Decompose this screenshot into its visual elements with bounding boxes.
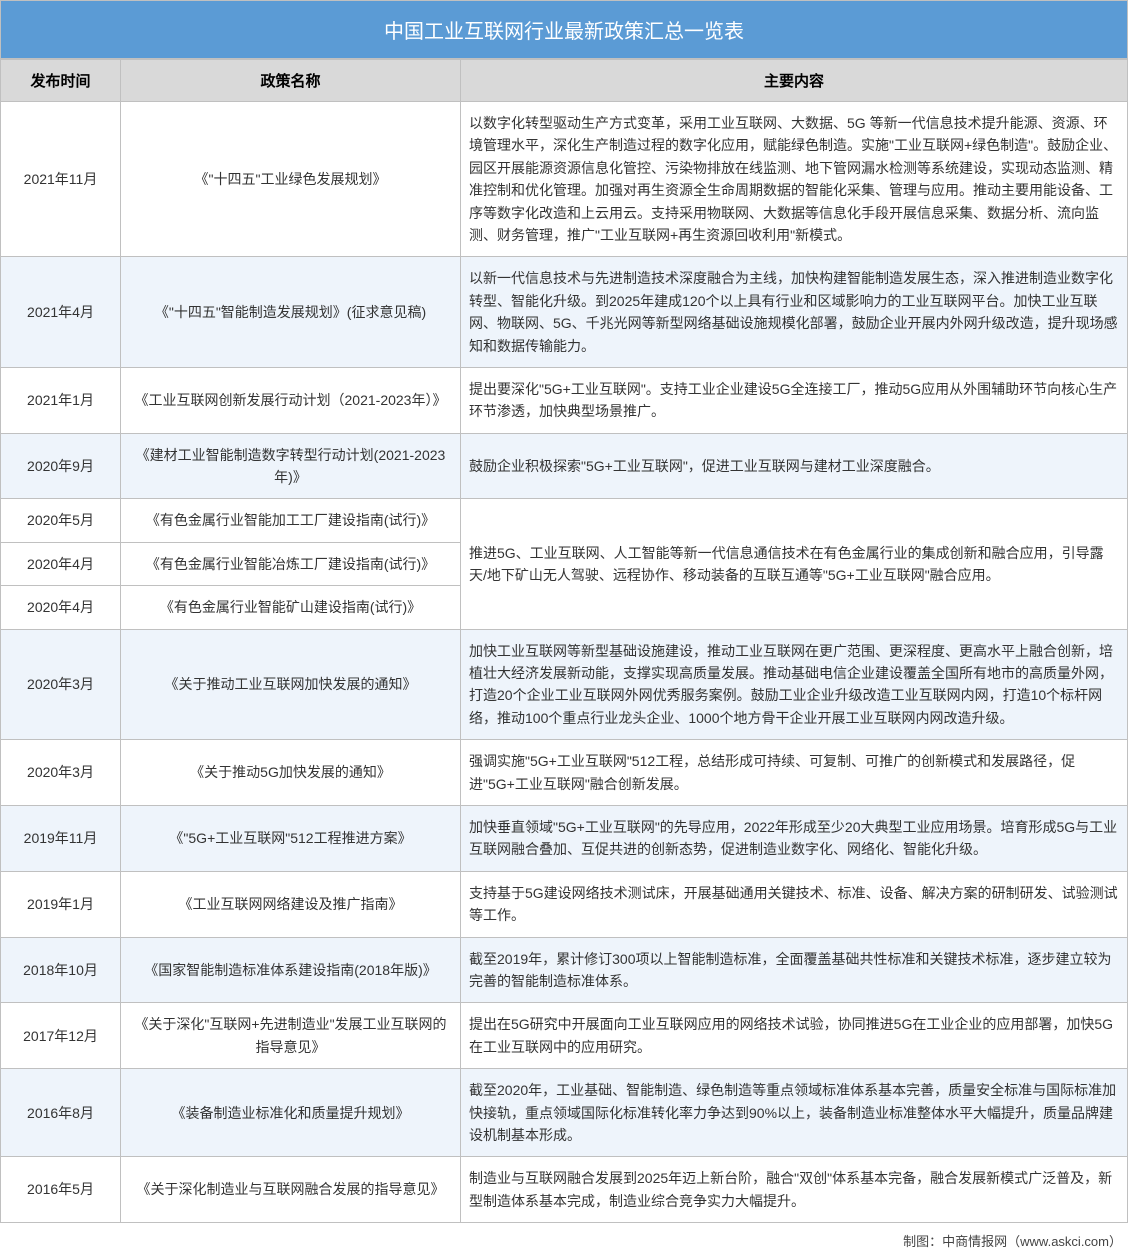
table-row: 2019年11月《"5G+工业互联网"512工程推进方案》加快垂直领域"5G+工… — [1, 805, 1128, 871]
cell-policy-name: 《有色金属行业智能加工工厂建设指南(试行)》 — [121, 499, 461, 542]
cell-content: 制造业与互联网融合发展到2025年迈上新台阶，融合"双创"体系基本完备，融合发展… — [461, 1157, 1128, 1223]
cell-policy-name: 《有色金属行业智能冶炼工厂建设指南(试行)》 — [121, 542, 461, 585]
cell-policy-name: 《关于深化"互联网+先进制造业"发展工业互联网的指导意见》 — [121, 1003, 461, 1069]
cell-date: 2019年11月 — [1, 805, 121, 871]
cell-content: 以新一代信息技术与先进制造技术深度融合为主线，加快构建智能制造发展生态，深入推进… — [461, 257, 1128, 368]
table-header-row: 发布时间 政策名称 主要内容 — [1, 60, 1128, 102]
cell-content: 截至2019年，累计修订300项以上智能制造标准，全面覆盖基础共性标准和关键技术… — [461, 937, 1128, 1003]
cell-policy-name: 《关于推动5G加快发展的通知》 — [121, 740, 461, 806]
cell-policy-name: 《"十四五"智能制造发展规划》(征求意见稿) — [121, 257, 461, 368]
cell-content: 鼓励企业积极探索"5G+工业互联网"，促进工业互联网与建材工业深度融合。 — [461, 433, 1128, 499]
table-row: 2019年1月《工业互联网网络建设及推广指南》支持基于5G建设网络技术测试床，开… — [1, 871, 1128, 937]
table-row: 2021年1月《工业互联网创新发展行动计划（2021-2023年）》提出要深化"… — [1, 367, 1128, 433]
cell-date: 2020年5月 — [1, 499, 121, 542]
cell-date: 2021年4月 — [1, 257, 121, 368]
cell-content: 以数字化转型驱动生产方式变革，采用工业互联网、大数据、5G 等新一代信息技术提升… — [461, 102, 1128, 257]
cell-date: 2020年4月 — [1, 542, 121, 585]
cell-date: 2020年9月 — [1, 433, 121, 499]
policy-table: 发布时间 政策名称 主要内容 2021年11月《"十四五"工业绿色发展规划》以数… — [0, 59, 1128, 1223]
col-header-content: 主要内容 — [461, 60, 1128, 102]
cell-date: 2018年10月 — [1, 937, 121, 1003]
table-title: 中国工业互联网行业最新政策汇总一览表 — [0, 0, 1128, 59]
cell-date: 2020年3月 — [1, 740, 121, 806]
cell-content: 截至2020年，工业基础、智能制造、绿色制造等重点领域标准体系基本完善，质量安全… — [461, 1069, 1128, 1157]
table-row: 2020年5月《有色金属行业智能加工工厂建设指南(试行)》推进5G、工业互联网、… — [1, 499, 1128, 542]
cell-date: 2016年5月 — [1, 1157, 121, 1223]
cell-policy-name: 《"十四五"工业绿色发展规划》 — [121, 102, 461, 257]
cell-content: 强调实施"5G+工业互联网"512工程，总结形成可持续、可复制、可推广的创新模式… — [461, 740, 1128, 806]
cell-content: 加快工业互联网等新型基础设施建设，推动工业互联网在更广范围、更深程度、更高水平上… — [461, 629, 1128, 740]
col-header-name: 政策名称 — [121, 60, 461, 102]
cell-content: 推进5G、工业互联网、人工智能等新一代信息通信技术在有色金属行业的集成创新和融合… — [461, 499, 1128, 629]
cell-date: 2016年8月 — [1, 1069, 121, 1157]
cell-date: 2021年11月 — [1, 102, 121, 257]
cell-date: 2019年1月 — [1, 871, 121, 937]
table-row: 2016年8月《装备制造业标准化和质量提升规划》截至2020年，工业基础、智能制… — [1, 1069, 1128, 1157]
cell-content: 支持基于5G建设网络技术测试床，开展基础通用关键技术、标准、设备、解决方案的研制… — [461, 871, 1128, 937]
cell-date: 2020年3月 — [1, 629, 121, 740]
table-row: 2021年4月《"十四五"智能制造发展规划》(征求意见稿)以新一代信息技术与先进… — [1, 257, 1128, 368]
table-row: 2020年9月《建材工业智能制造数字转型行动计划(2021-2023年)》鼓励企… — [1, 433, 1128, 499]
cell-policy-name: 《有色金属行业智能矿山建设指南(试行)》 — [121, 586, 461, 629]
cell-policy-name: 《建材工业智能制造数字转型行动计划(2021-2023年)》 — [121, 433, 461, 499]
table-row: 2020年3月《关于推动5G加快发展的通知》强调实施"5G+工业互联网"512工… — [1, 740, 1128, 806]
cell-policy-name: 《国家智能制造标准体系建设指南(2018年版)》 — [121, 937, 461, 1003]
table-row: 2018年10月《国家智能制造标准体系建设指南(2018年版)》截至2019年，… — [1, 937, 1128, 1003]
cell-content: 提出在5G研究中开展面向工业互联网应用的网络技术试验，协同推进5G在工业企业的应… — [461, 1003, 1128, 1069]
col-header-date: 发布时间 — [1, 60, 121, 102]
table-row: 2017年12月《关于深化"互联网+先进制造业"发展工业互联网的指导意见》提出在… — [1, 1003, 1128, 1069]
cell-policy-name: 《关于推动工业互联网加快发展的通知》 — [121, 629, 461, 740]
cell-date: 2020年4月 — [1, 586, 121, 629]
table-row: 2021年11月《"十四五"工业绿色发展规划》以数字化转型驱动生产方式变革，采用… — [1, 102, 1128, 257]
footer-credit: 制图：中商情报网（www.askci.com） — [0, 1223, 1128, 1254]
cell-policy-name: 《关于深化制造业与互联网融合发展的指导意见》 — [121, 1157, 461, 1223]
cell-policy-name: 《"5G+工业互联网"512工程推进方案》 — [121, 805, 461, 871]
cell-policy-name: 《工业互联网创新发展行动计划（2021-2023年）》 — [121, 367, 461, 433]
table-row: 2020年3月《关于推动工业互联网加快发展的通知》加快工业互联网等新型基础设施建… — [1, 629, 1128, 740]
cell-content: 加快垂直领域"5G+工业互联网"的先导应用，2022年形成至少20大典型工业应用… — [461, 805, 1128, 871]
cell-policy-name: 《工业互联网网络建设及推广指南》 — [121, 871, 461, 937]
cell-content: 提出要深化"5G+工业互联网"。支持工业企业建设5G全连接工厂，推动5G应用从外… — [461, 367, 1128, 433]
cell-date: 2021年1月 — [1, 367, 121, 433]
table-row: 2016年5月《关于深化制造业与互联网融合发展的指导意见》制造业与互联网融合发展… — [1, 1157, 1128, 1223]
cell-policy-name: 《装备制造业标准化和质量提升规划》 — [121, 1069, 461, 1157]
cell-date: 2017年12月 — [1, 1003, 121, 1069]
